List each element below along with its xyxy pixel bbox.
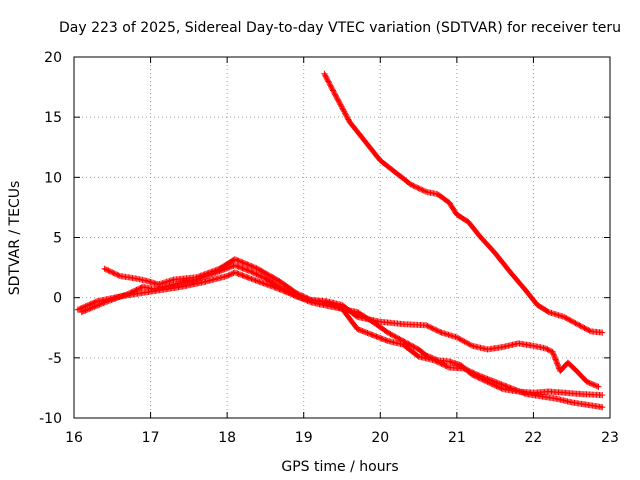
y-tick-label-2: 0: [53, 291, 62, 307]
y-tick-label-6: 20: [44, 50, 62, 66]
y-tick-label-0: -10: [39, 411, 62, 427]
chart-title: Day 223 of 2025, Sidereal Day-to-day VTE…: [59, 20, 621, 36]
x-tick-label-2: 18: [218, 430, 236, 446]
x-tick-label-4: 20: [371, 430, 389, 446]
x-tick-label-6: 22: [525, 430, 543, 446]
y-tick-label-4: 10: [44, 170, 62, 186]
axis-layer: 16 17 18 19 20 21 22 23 -10 -5 0 5 10 15 20: [39, 50, 619, 446]
series-track-d: [101, 256, 606, 411]
series-markers-track-a: [321, 70, 606, 336]
y-axis-title: SDTVAR / TECUs: [7, 181, 23, 296]
series-track-a: [321, 70, 606, 336]
series-markers-track-d: [101, 256, 606, 411]
data-layer: [74, 70, 606, 411]
x-tick-label-3: 19: [295, 430, 313, 446]
x-tick-label-0: 16: [65, 430, 83, 446]
x-tick-label-1: 17: [142, 430, 160, 446]
x-axis-title: GPS time / hours: [281, 459, 398, 475]
y-tick-label-1: -5: [48, 351, 62, 367]
x-tick-label-5: 21: [448, 430, 466, 446]
y-tick-label-3: 5: [53, 231, 62, 247]
x-tick-label-7: 23: [601, 430, 619, 446]
grid-layer: [74, 57, 610, 418]
y-tick-label-5: 15: [44, 110, 62, 126]
